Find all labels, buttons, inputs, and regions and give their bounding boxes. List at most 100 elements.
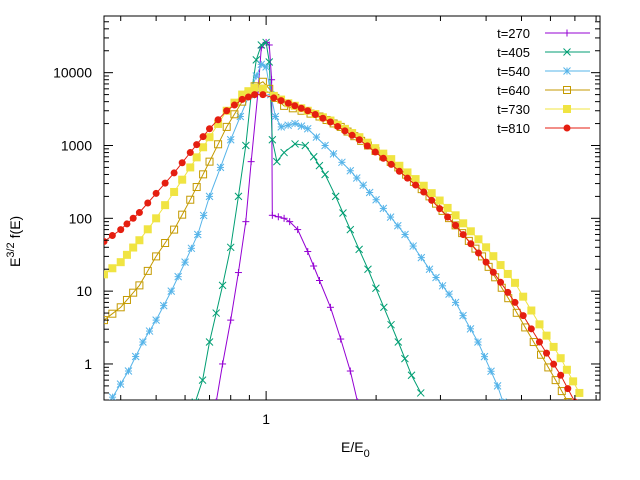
legend-marker — [563, 29, 571, 37]
data-point-t-405 — [280, 148, 288, 157]
legend-item-t-730: t=730 — [497, 102, 590, 117]
legend-label: t=540 — [497, 64, 530, 79]
data-point-t-810 — [291, 102, 299, 110]
data-point-t-640 — [563, 398, 572, 400]
data-point-t-810 — [304, 107, 312, 115]
marker-stroke — [365, 188, 374, 197]
data-point-t-540 — [131, 352, 140, 361]
marker-stroke — [339, 209, 347, 217]
y-tick-label: 10 — [76, 283, 92, 299]
series-t-730 — [104, 83, 584, 397]
marker-shape — [556, 354, 565, 363]
data-point-t-270 — [268, 211, 276, 219]
marker-shape — [443, 203, 452, 212]
data-point-t-810 — [412, 181, 420, 189]
marker-stroke — [493, 382, 502, 390]
data-point-t-540 — [480, 352, 489, 361]
data-point-t-730 — [387, 155, 396, 164]
legend-label: t=730 — [497, 102, 530, 117]
marker-shape — [563, 86, 571, 94]
marker-shape — [244, 93, 252, 101]
marker-shape — [258, 84, 267, 93]
data-point-t-810 — [319, 114, 327, 122]
data-point-t-270 — [337, 335, 345, 343]
data-point-t-540 — [459, 311, 467, 320]
marker-stroke — [451, 298, 460, 307]
data-point-t-730 — [258, 84, 267, 93]
marker-shape — [527, 325, 535, 333]
marker-shape — [557, 371, 565, 379]
data-point-t-730 — [186, 163, 195, 172]
marker-stroke — [291, 140, 299, 148]
data-point-t-810 — [363, 142, 371, 150]
legend-label: t=640 — [497, 83, 530, 98]
data-point-t-810 — [199, 133, 207, 141]
marker-stroke — [241, 141, 250, 150]
data-point-t-730 — [152, 214, 161, 223]
data-point-t-405 — [218, 281, 227, 290]
marker-stroke — [346, 225, 355, 234]
data-point-t-810 — [387, 160, 395, 168]
marker-shape — [489, 268, 497, 276]
data-point-t-405 — [241, 141, 250, 150]
marker-shape — [341, 127, 349, 135]
marker-stroke — [393, 221, 402, 230]
marker-shape — [474, 249, 482, 257]
marker-shape — [178, 175, 187, 184]
data-point-t-810 — [497, 278, 505, 286]
marker-shape — [161, 201, 170, 210]
marker-shape — [135, 236, 144, 245]
data-point-t-810 — [482, 258, 490, 266]
marker-shape — [178, 210, 187, 219]
marker-shape — [304, 107, 312, 115]
marker-stroke — [226, 243, 235, 252]
data-point-t-810 — [467, 240, 475, 248]
data-point-t-810 — [341, 127, 349, 135]
data-point-t-540 — [152, 316, 160, 324]
data-point-t-730 — [178, 175, 187, 184]
marker-stroke — [459, 311, 467, 320]
data-point-t-540 — [277, 123, 286, 131]
legend-marker — [563, 124, 571, 132]
marker-stroke — [407, 371, 416, 380]
marker-shape — [161, 238, 170, 247]
marker-shape — [395, 161, 404, 170]
marker-shape — [122, 250, 131, 259]
data-point-t-730 — [459, 219, 468, 228]
x-tick-label: 1 — [262, 411, 270, 427]
data-point-t-640 — [544, 363, 553, 372]
marker-shape — [104, 238, 108, 246]
marker-shape — [129, 288, 138, 297]
marker-stroke — [379, 303, 388, 312]
data-point-t-270 — [280, 214, 288, 222]
data-point-t-810 — [244, 93, 252, 101]
data-point-t-405 — [291, 140, 299, 148]
data-point-t-540 — [499, 398, 507, 400]
data-point-t-730 — [466, 227, 475, 236]
marker-stroke — [416, 389, 425, 397]
data-point-t-540 — [139, 338, 147, 346]
series-t-810 — [104, 91, 578, 400]
series-line-t-405 — [195, 41, 422, 400]
marker-shape — [205, 157, 214, 166]
data-point-t-810 — [108, 232, 116, 240]
marker-shape — [311, 111, 319, 119]
x-axis-label: E/E0 — [341, 439, 370, 460]
marker-shape — [108, 309, 117, 318]
marker-shape — [563, 124, 571, 132]
legend-marker — [563, 86, 571, 94]
data-point-t-810 — [135, 209, 143, 217]
data-point-t-405 — [346, 225, 355, 234]
marker-shape — [192, 183, 201, 192]
marker-stroke — [563, 48, 571, 56]
data-point-t-540 — [167, 287, 176, 295]
data-point-t-730 — [170, 187, 179, 196]
marker-shape — [326, 118, 334, 126]
marker-shape — [527, 306, 536, 315]
marker-stroke — [480, 352, 489, 361]
y-tick-label: 10000 — [53, 65, 92, 81]
marker-shape — [170, 169, 178, 177]
marker-shape — [562, 365, 571, 374]
data-point-t-810 — [206, 125, 214, 133]
marker-stroke — [438, 281, 447, 290]
